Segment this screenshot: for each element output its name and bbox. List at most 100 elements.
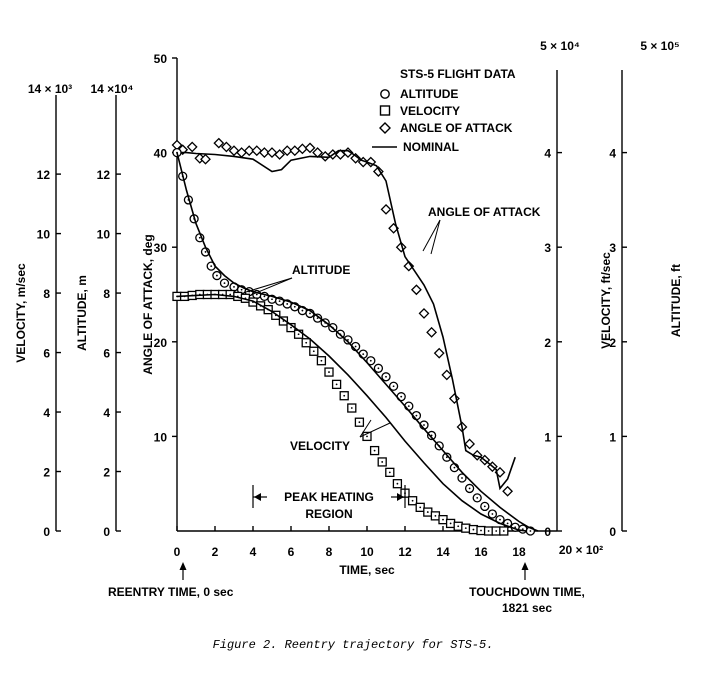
angle-of-attack-point — [502, 485, 514, 497]
aoa-tick-label: 50 — [154, 52, 168, 66]
x-tick-label: 12 — [398, 545, 412, 559]
altitude-point-dot — [423, 424, 425, 426]
x-tick-label: 18 — [512, 545, 526, 559]
vel_ms-multiplier: 14 × 10³ — [28, 82, 72, 96]
altitude-point-dot — [415, 414, 418, 417]
angle-of-attack-point — [281, 145, 293, 157]
altitude-point-dot — [499, 518, 501, 521]
x-tick-label: 8 — [326, 545, 333, 559]
velocity-point-dot — [495, 530, 498, 532]
annotation-peak-heating: PEAK HEATING — [284, 490, 374, 504]
aoa-axis-label: ANGLE OF ATTACK, deg — [141, 234, 155, 374]
altitude-point-dot — [309, 312, 311, 315]
altitude-point-dot — [514, 526, 517, 529]
alt_ft-tick-label: 4 — [609, 147, 616, 161]
angle-of-attack-point — [380, 203, 392, 215]
altitude-nominal-line — [176, 152, 539, 532]
angle-of-attack-point — [289, 145, 301, 157]
velocity-point-dot — [358, 421, 361, 424]
velocity-point-dot — [487, 530, 490, 532]
altitude-point-dot — [278, 300, 281, 303]
altitude-point-dot — [263, 295, 266, 298]
x-tick-label: 16 — [474, 545, 488, 559]
alt_m-tick-label: 2 — [103, 466, 110, 480]
alt_ft-multiplier: 5 × 10⁵ — [640, 39, 679, 53]
altitude-point-dot — [210, 265, 213, 268]
altitude-point-dot — [316, 317, 319, 320]
velocity-point-dot — [449, 522, 452, 525]
vel_ft-tick-label: 4 — [544, 147, 551, 161]
x-tick-label: 2 — [212, 545, 219, 559]
velocity-point-dot — [366, 435, 368, 438]
legend-marker-aoa — [379, 122, 391, 134]
annotation-reentry-time: REENTRY TIME, 0 sec — [108, 585, 234, 599]
peak-heating-arrowhead-right — [397, 493, 404, 501]
alt_m-axis-label: ALTITUDE, m — [75, 275, 89, 351]
x-axis-label: TIME, sec — [339, 563, 395, 577]
x-tick-label: 14 — [436, 545, 450, 559]
altitude-point-dot — [204, 251, 207, 253]
velocity-point-dot — [290, 326, 292, 329]
aoa-tick-label: 30 — [154, 241, 168, 255]
velocity-point-dot — [388, 471, 391, 474]
alt_m-multiplier: 14 ×10⁴ — [91, 82, 134, 96]
angle-of-attack-point — [418, 308, 430, 319]
velocity-point-dot — [320, 359, 323, 362]
annotation-peak-heating-region: REGION — [305, 507, 352, 521]
altitude-point-dot — [233, 286, 235, 288]
velocity-point-dot — [335, 383, 338, 386]
x-tick-label: 6 — [288, 545, 295, 559]
alt_ft-tick-label: 0 — [609, 525, 616, 539]
angle-of-attack-point — [228, 145, 240, 157]
alt_m-tick-label: 4 — [103, 406, 110, 420]
angle-of-attack-nominal-line — [177, 149, 516, 491]
x-tick-label: 4 — [250, 545, 257, 559]
x-multiplier: 20 × 10² — [559, 543, 603, 557]
annotations: ANGLE OF ATTACK ALTITUDE VELOCITY PEAK HEAT… — [108, 205, 585, 615]
vel_ft-multiplier: 5 × 10⁴ — [540, 39, 580, 53]
x-tick-label: 10 — [360, 545, 374, 559]
alt_ft-tick-label: 2 — [609, 336, 616, 350]
velocity-point-dot — [472, 528, 475, 531]
altitude-point-dot — [216, 274, 218, 277]
vel_ft-axis-label: VELOCITY, ft/sec — [599, 252, 613, 349]
altitude-leader-2 — [250, 277, 293, 296]
alt_ft-tick-label: 3 — [609, 241, 616, 255]
altitude-point-dot — [506, 522, 509, 525]
altitude-point-dot — [445, 456, 448, 459]
legend-label-altitude: ALTITUDE — [400, 87, 458, 101]
aoa-leader-2 — [430, 219, 441, 255]
altitude-point-dot — [271, 298, 273, 301]
velocity-point-dot — [312, 350, 315, 353]
annotation-angle-of-attack: ANGLE OF ATTACK — [428, 205, 541, 219]
angle-of-attack-point — [243, 145, 255, 157]
alt_m-tick-label: 6 — [103, 347, 110, 361]
legend-label-nominal: NOMINAL — [403, 140, 459, 154]
altitude-point-dot — [491, 513, 494, 515]
aoa-tick-label: 20 — [154, 336, 168, 350]
altitude-point-dot — [400, 395, 403, 398]
altitude-point-dot — [301, 309, 304, 312]
alt_m-tick-label: 8 — [103, 287, 110, 301]
velocity-nominal-line — [176, 293, 527, 532]
angle-of-attack-point — [258, 147, 270, 159]
reentry-arrowhead — [179, 562, 187, 570]
velocity-point-dot — [350, 407, 353, 409]
legend-marker-altitude — [380, 89, 390, 99]
vel_ft-tick-label: 1 — [544, 430, 551, 444]
alt_ft-axis-label: ALTITUDE, ft — [669, 264, 683, 337]
altitude-point-dot — [453, 466, 456, 469]
altitude-point-dot — [369, 359, 372, 362]
angle-of-attack-point — [426, 326, 438, 338]
altitude-point-dot — [240, 288, 243, 291]
alt_m-tick-label: 0 — [103, 525, 110, 539]
angle-of-attack-point — [350, 152, 362, 164]
altitude-point-dot — [461, 477, 463, 479]
vel_ft-tick-label: 3 — [544, 241, 551, 255]
velocity-point-dot — [297, 333, 300, 336]
altitude-point-dot — [293, 305, 296, 308]
angle-of-attack-point — [200, 153, 211, 165]
series-layer — [171, 137, 539, 536]
annotation-touchdown-seconds: 1821 sec — [502, 601, 552, 615]
